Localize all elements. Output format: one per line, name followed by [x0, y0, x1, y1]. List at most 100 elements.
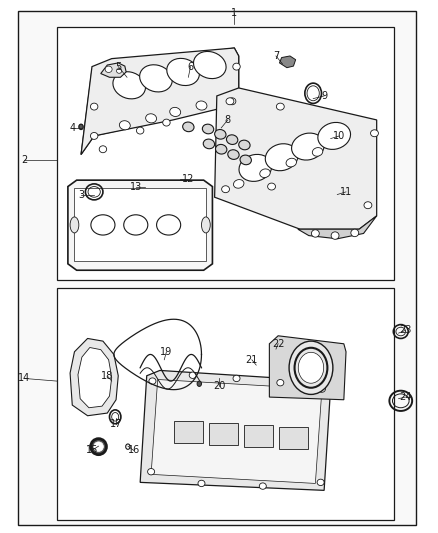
Polygon shape — [215, 88, 377, 229]
Ellipse shape — [203, 139, 215, 149]
Text: 17: 17 — [110, 419, 122, 429]
Bar — [279, 427, 308, 449]
Ellipse shape — [170, 107, 180, 117]
Text: 18: 18 — [101, 371, 113, 381]
Ellipse shape — [90, 133, 98, 140]
Polygon shape — [151, 379, 322, 483]
Text: 19: 19 — [160, 347, 173, 357]
Ellipse shape — [215, 144, 227, 154]
Text: 8: 8 — [225, 115, 231, 125]
Polygon shape — [68, 180, 212, 270]
Text: 13: 13 — [130, 182, 142, 191]
Bar — [57, 288, 394, 520]
Polygon shape — [269, 336, 346, 400]
Ellipse shape — [298, 352, 324, 383]
Ellipse shape — [312, 148, 323, 156]
Text: 2: 2 — [21, 155, 27, 165]
Ellipse shape — [226, 135, 238, 144]
Ellipse shape — [233, 180, 244, 188]
Text: 9: 9 — [321, 91, 327, 101]
Text: 24: 24 — [399, 392, 411, 402]
Ellipse shape — [148, 469, 155, 475]
Ellipse shape — [167, 59, 199, 85]
Ellipse shape — [113, 72, 145, 99]
Ellipse shape — [260, 169, 270, 177]
Text: 3: 3 — [78, 190, 84, 199]
Ellipse shape — [198, 480, 205, 487]
Bar — [57, 27, 394, 280]
Ellipse shape — [317, 479, 324, 486]
Ellipse shape — [318, 386, 325, 392]
Ellipse shape — [105, 66, 112, 72]
Ellipse shape — [229, 98, 236, 104]
Text: 20: 20 — [213, 382, 225, 391]
Ellipse shape — [201, 217, 210, 233]
Ellipse shape — [286, 158, 297, 167]
Ellipse shape — [233, 375, 240, 382]
Polygon shape — [70, 338, 118, 416]
Ellipse shape — [157, 215, 180, 235]
Polygon shape — [279, 56, 296, 68]
Ellipse shape — [277, 379, 284, 386]
Ellipse shape — [70, 217, 79, 233]
Text: 6: 6 — [187, 62, 194, 71]
Ellipse shape — [91, 439, 106, 455]
Ellipse shape — [318, 123, 350, 149]
Ellipse shape — [79, 124, 83, 130]
Bar — [209, 423, 237, 445]
Text: 4: 4 — [69, 123, 75, 133]
Ellipse shape — [197, 381, 201, 386]
Ellipse shape — [120, 120, 130, 130]
Text: 7: 7 — [273, 51, 279, 61]
Ellipse shape — [289, 341, 333, 394]
Ellipse shape — [90, 103, 98, 110]
Text: 22: 22 — [272, 339, 284, 349]
Ellipse shape — [189, 372, 196, 378]
Text: 15: 15 — [86, 446, 98, 455]
Ellipse shape — [268, 183, 276, 190]
Ellipse shape — [94, 442, 103, 451]
Ellipse shape — [228, 150, 239, 159]
Ellipse shape — [233, 63, 240, 70]
Polygon shape — [81, 48, 239, 155]
Ellipse shape — [91, 215, 115, 235]
Ellipse shape — [140, 65, 172, 92]
Ellipse shape — [162, 119, 170, 126]
Text: 21: 21 — [246, 355, 258, 365]
Ellipse shape — [239, 140, 250, 150]
Polygon shape — [101, 63, 126, 77]
Ellipse shape — [331, 232, 339, 239]
Polygon shape — [81, 48, 239, 155]
Ellipse shape — [215, 130, 226, 139]
Polygon shape — [298, 216, 377, 239]
Ellipse shape — [351, 229, 359, 237]
Bar — [244, 425, 272, 447]
Polygon shape — [140, 370, 331, 490]
Ellipse shape — [146, 114, 156, 123]
Text: 16: 16 — [127, 446, 140, 455]
Ellipse shape — [276, 103, 284, 110]
Ellipse shape — [311, 230, 319, 237]
Text: 14: 14 — [18, 374, 30, 383]
Ellipse shape — [99, 146, 106, 152]
Ellipse shape — [196, 101, 207, 110]
Text: 1: 1 — [231, 9, 237, 18]
Text: 11: 11 — [340, 187, 352, 197]
Ellipse shape — [371, 130, 378, 136]
Ellipse shape — [183, 122, 194, 132]
Ellipse shape — [226, 98, 234, 104]
Bar — [174, 421, 202, 443]
Text: 10: 10 — [333, 131, 346, 141]
Ellipse shape — [124, 215, 148, 235]
Ellipse shape — [136, 127, 144, 134]
Ellipse shape — [202, 124, 214, 134]
Ellipse shape — [117, 68, 122, 74]
Text: 5: 5 — [115, 62, 121, 71]
Ellipse shape — [149, 378, 156, 384]
Ellipse shape — [194, 52, 226, 78]
Text: 12: 12 — [182, 174, 194, 183]
Polygon shape — [78, 348, 112, 408]
Ellipse shape — [222, 186, 230, 192]
Ellipse shape — [265, 144, 298, 171]
Text: 23: 23 — [399, 326, 411, 335]
